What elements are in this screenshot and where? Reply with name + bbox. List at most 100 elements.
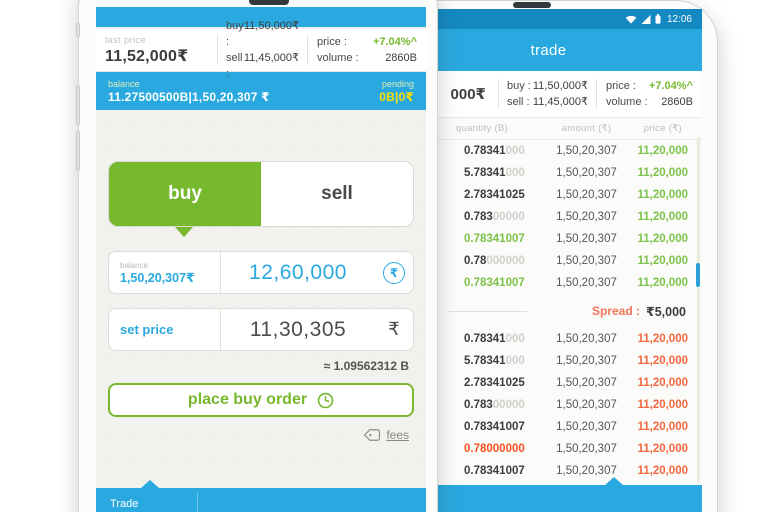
- buy-label: buy :: [226, 20, 244, 48]
- volume-label: volume :: [317, 52, 359, 64]
- price-label: price :: [317, 36, 347, 48]
- page-title: trade: [530, 41, 567, 59]
- orderbook-row[interactable]: 0.78000000 1,50,20,307 11,20,000: [359, 250, 702, 272]
- status-time: 12:06: [666, 13, 692, 25]
- orderbook-row[interactable]: 0.78300000 1,50,20,307 11,20,000: [359, 206, 702, 228]
- bottom-nav-bar[interactable]: Trade: [96, 480, 426, 512]
- place-buy-order-button[interactable]: place buy order: [108, 383, 414, 417]
- tab-sell[interactable]: sell: [261, 162, 413, 226]
- price-label: price :: [606, 80, 636, 92]
- volume-value: 2860B: [385, 52, 417, 64]
- pending-label: pending: [381, 78, 414, 89]
- price-volume-stats: price : +7.04%^ volume : 2860B: [308, 29, 426, 71]
- col-quantity: quantity (B): [455, 123, 509, 134]
- buy-label: buy :: [507, 80, 531, 92]
- buy-sell-quotes: buy :11,50,000₹ sell :11,45,000₹: [218, 20, 307, 80]
- orderbook-row[interactable]: 2.78341025 1,50,20,307 11,20,000: [359, 372, 702, 394]
- row-price: 11,20,000: [637, 145, 688, 157]
- row-amount: 1,50,20,307: [556, 333, 617, 345]
- row-amount: 1,50,20,307: [556, 443, 617, 455]
- balance-block: balance 11.27500500B|1,50,20,307 ₹: [108, 79, 270, 104]
- phone-speaker: [249, 0, 289, 5]
- pending-value: 0B|0₹: [379, 89, 414, 104]
- fees-link[interactable]: fees: [386, 428, 409, 442]
- orderbook-row[interactable]: 0.78300000 1,50,20,307 11,20,000: [359, 394, 702, 416]
- orderbook-row[interactable]: 0.78341007 1,50,20,307 11,20,000: [359, 416, 702, 438]
- active-tab-pointer: [141, 480, 159, 488]
- row-quantity: 0.78341007: [464, 421, 525, 433]
- balance-label: balance: [108, 78, 140, 89]
- row-price: 11,20,000: [637, 333, 688, 345]
- buy-price: 11,50,000₹: [532, 80, 588, 92]
- active-tab-pointer: [605, 477, 623, 485]
- amount-field-balance: balance 1,50,20,307₹: [109, 252, 221, 293]
- fees-tag-icon: [364, 429, 381, 441]
- buy-sell-quotes: buy :11,50,000₹ sell :11,45,000₹: [499, 71, 596, 117]
- row-amount: 1,50,20,307: [556, 399, 617, 411]
- balance-bar: balance 11.27500500B|1,50,20,307 ₹ pendi…: [96, 72, 426, 110]
- price-change: +7.04%^: [372, 36, 417, 48]
- power-button: [76, 23, 80, 37]
- last-price-value: 11,52,000₹: [105, 47, 189, 65]
- row-quantity: 0.78000000: [464, 255, 525, 267]
- orderbook-row[interactable]: 0.78341000 1,50,20,307 11,20,000: [359, 140, 702, 162]
- orderbook-row[interactable]: 5.78341000 1,50,20,307 11,20,000: [359, 350, 702, 372]
- price-volume-stats: price : +7.04%^ volume : 2860B: [597, 71, 702, 117]
- amount-field[interactable]: balance 1,50,20,307₹ 12,60,000 ₹: [108, 251, 414, 294]
- phone-left: last price 11,52,000₹ buy :11,50,000₹ se…: [76, 0, 438, 512]
- row-quantity: 0.78300000: [464, 399, 525, 411]
- nav-item-trade[interactable]: Trade: [110, 498, 139, 510]
- set-price-field[interactable]: set price 11,30,305 ₹: [108, 308, 414, 351]
- volume-down-button: [76, 131, 80, 171]
- orderbook-row[interactable]: 5.78341000 1,50,20,307 11,20,000: [359, 162, 702, 184]
- row-price: 11,20,000: [637, 377, 688, 389]
- set-price-label: set price: [120, 322, 174, 337]
- ticker-bar: last price 11,52,000₹ buy :11,50,000₹ se…: [96, 20, 426, 80]
- sell-price: 11,45,000₹: [532, 96, 588, 108]
- signal-icon: [641, 14, 651, 24]
- orderbook-row[interactable]: 0.78341007 1,50,20,307 11,20,000: [359, 228, 702, 250]
- row-amount: 1,50,20,307: [556, 421, 617, 433]
- divider: [596, 79, 597, 109]
- row-quantity: 5.78341000: [464, 355, 525, 367]
- tab-buy[interactable]: buy: [109, 162, 261, 226]
- orderbook-row[interactable]: 0.78341000 1,50,20,307 11,20,000: [359, 328, 702, 350]
- row-quantity: 2.78341025: [464, 189, 525, 201]
- row-price: 11,20,000: [637, 421, 688, 433]
- set-price-input[interactable]: 11,30,305: [249, 317, 347, 341]
- scrollbar-track[interactable]: [697, 137, 700, 483]
- sell-orders-list: 0.78341000 1,50,20,307 11,20,000 5.78341…: [359, 328, 702, 482]
- row-quantity: 0.78341000: [464, 333, 525, 345]
- rupee-icon: ₹: [388, 319, 400, 339]
- orderbook-row[interactable]: 0.78341007 1,50,20,307 11,20,000: [359, 460, 702, 482]
- orderbook-row[interactable]: 0.78341007 1,50,20,307 11,20,000: [359, 272, 702, 294]
- divider: [217, 35, 218, 65]
- divider: [307, 35, 308, 65]
- balance-value: 11.27500500B|1,50,20,307 ₹: [108, 89, 270, 104]
- volume-up-button: [76, 85, 80, 125]
- spread-label: Spread :: [592, 304, 641, 318]
- last-price-cutoff: 000₹: [450, 86, 486, 103]
- row-price: 11,20,000: [637, 443, 688, 455]
- scrollbar-thumb[interactable]: [696, 263, 700, 287]
- row-price: 11,20,000: [637, 189, 688, 201]
- order-button-label: place buy order: [187, 391, 308, 408]
- orderbook-row[interactable]: 0.78000000 1,50,20,307 11,20,000: [359, 438, 702, 460]
- left-screen: last price 11,52,000₹ buy :11,50,000₹ se…: [96, 7, 426, 512]
- row-price: 11,20,000: [637, 399, 688, 411]
- orderbook-row[interactable]: 2.78341025 1,50,20,307 11,20,000: [359, 184, 702, 206]
- amount-balance-value: 1,50,20,307₹: [120, 270, 195, 285]
- row-quantity: 2.78341025: [464, 377, 525, 389]
- row-price: 11,20,000: [637, 277, 688, 289]
- row-price: 11,20,000: [637, 211, 688, 223]
- fees-row: fees: [113, 428, 409, 442]
- buy-orders-list: 0.78341000 1,50,20,307 11,20,000 5.78341…: [359, 140, 702, 294]
- col-price: price (₹): [643, 123, 682, 134]
- pending-block: pending 0B|0₹: [379, 79, 414, 104]
- rupee-circle-icon: ₹: [383, 261, 405, 284]
- buy-sell-tabs: buy sell: [108, 161, 414, 227]
- row-price: 11,20,000: [637, 233, 688, 245]
- amount-input[interactable]: 12,60,000: [249, 260, 347, 284]
- row-price: 11,20,000: [637, 355, 688, 367]
